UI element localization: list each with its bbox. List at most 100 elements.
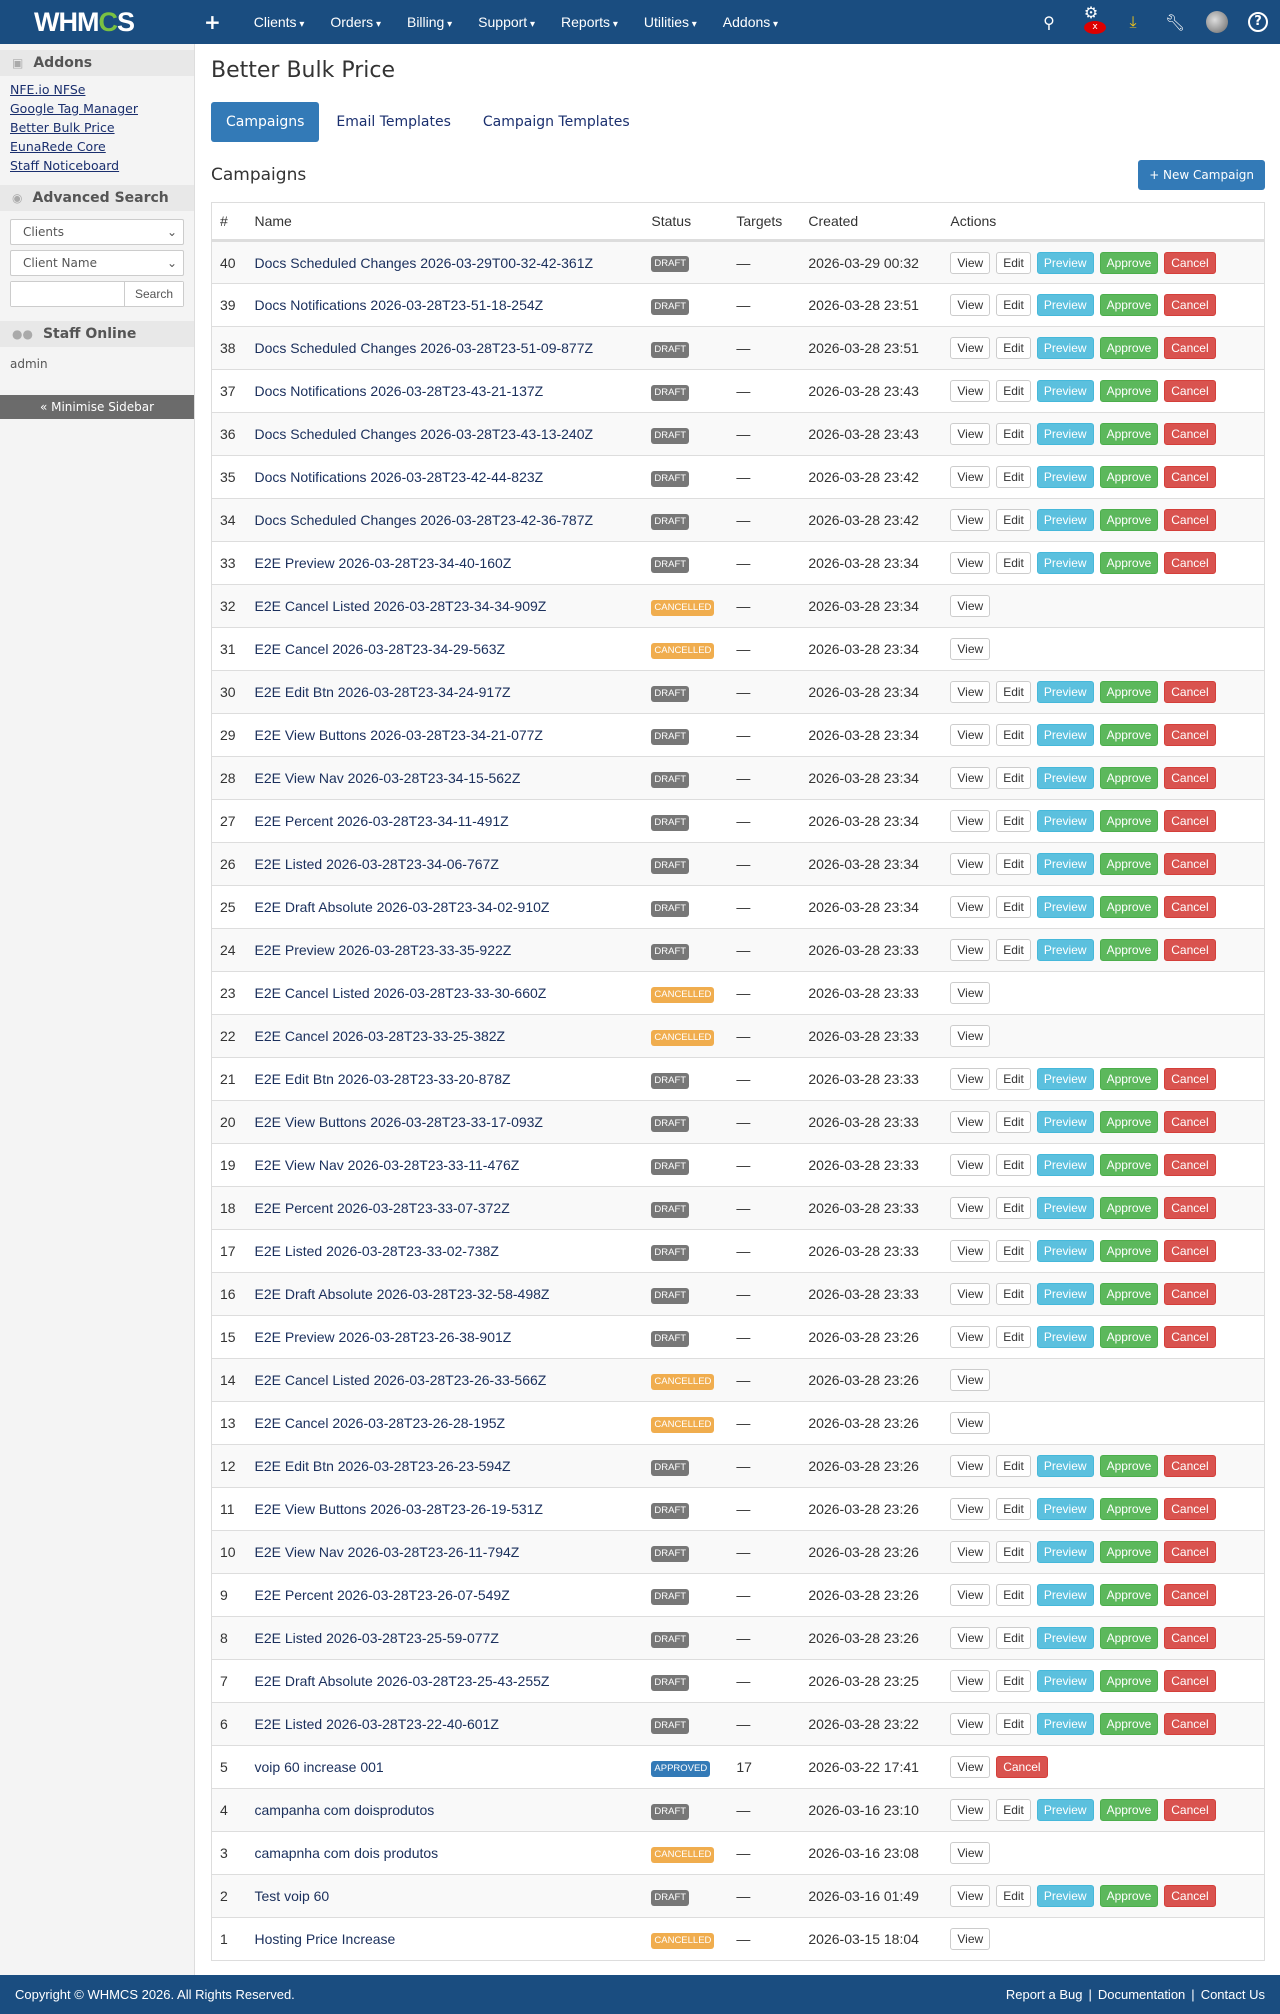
sidebar-addon-link[interactable]: Staff Noticeboard [10, 158, 120, 173]
approve-button[interactable]: Approve [1099, 1498, 1159, 1520]
cancel-button[interactable]: Cancel [1164, 1240, 1216, 1262]
edit-button[interactable]: Edit [996, 1799, 1031, 1821]
edit-button[interactable]: Edit [996, 251, 1031, 274]
preview-button[interactable]: Preview [1036, 337, 1094, 359]
approve-button[interactable]: Approve [1099, 896, 1159, 918]
cancel-button[interactable]: Cancel [1164, 1154, 1216, 1176]
view-button[interactable]: View [950, 1326, 991, 1348]
cancel-button[interactable]: Cancel [1164, 939, 1216, 961]
approve-button[interactable]: Approve [1099, 724, 1159, 746]
cancel-button[interactable]: Cancel [1164, 380, 1216, 402]
view-button[interactable]: View [950, 337, 991, 359]
edit-button[interactable]: Edit [996, 1197, 1031, 1219]
view-button[interactable]: View [950, 595, 991, 617]
wrench-icon[interactable]: 🔧︎ [1164, 12, 1186, 32]
new-campaign-button[interactable]: + New Campaign [1138, 160, 1265, 190]
edit-button[interactable]: Edit [996, 423, 1031, 445]
approve-button[interactable]: Approve [1099, 1670, 1159, 1692]
edit-button[interactable]: Edit [996, 1111, 1031, 1133]
cancel-button[interactable]: Cancel [1164, 466, 1216, 488]
search-icon[interactable]: ⚲ [1043, 12, 1055, 32]
approve-button[interactable]: Approve [1099, 380, 1159, 402]
preview-button[interactable]: Preview [1036, 294, 1094, 316]
cancel-button[interactable]: Cancel [996, 1756, 1048, 1778]
approve-button[interactable]: Approve [1099, 1584, 1159, 1606]
campaign-name-link[interactable]: Docs Scheduled Changes 2026-03-28T23-43-… [246, 412, 644, 456]
view-button[interactable]: View [950, 1541, 991, 1563]
view-button[interactable]: View [950, 1842, 991, 1864]
gears-icon[interactable]: ⚙x [1080, 3, 1106, 42]
cancel-button[interactable]: Cancel [1164, 1283, 1216, 1305]
approve-button[interactable]: Approve [1099, 681, 1159, 703]
campaign-name-link[interactable]: E2E Edit Btn 2026-03-28T23-33-20-878Z [246, 1057, 644, 1101]
approve-button[interactable]: Approve [1099, 423, 1159, 445]
plus-icon[interactable]: + [204, 10, 221, 34]
campaign-name-link[interactable]: Docs Notifications 2026-03-28T23-43-21-1… [246, 369, 644, 413]
cancel-button[interactable]: Cancel [1164, 423, 1216, 445]
campaign-name-link[interactable]: E2E Percent 2026-03-28T23-26-07-549Z [246, 1573, 644, 1617]
edit-button[interactable]: Edit [996, 896, 1031, 918]
view-button[interactable]: View [950, 853, 991, 875]
view-button[interactable]: View [950, 724, 991, 746]
view-button[interactable]: View [950, 638, 991, 660]
cancel-button[interactable]: Cancel [1164, 810, 1216, 832]
approve-button[interactable]: Approve [1099, 1713, 1159, 1735]
cancel-button[interactable]: Cancel [1164, 1713, 1216, 1735]
cancel-button[interactable]: Cancel [1164, 681, 1216, 703]
tab-campaigns[interactable]: Campaigns [211, 102, 320, 142]
edit-button[interactable]: Edit [996, 1455, 1031, 1477]
edit-button[interactable]: Edit [996, 509, 1031, 531]
campaign-name-link[interactable]: E2E Draft Absolute 2026-03-28T23-34-02-9… [246, 885, 644, 929]
campaign-name-link[interactable]: E2E Edit Btn 2026-03-28T23-26-23-594Z [246, 1444, 644, 1488]
approve-button[interactable]: Approve [1099, 1885, 1159, 1907]
campaign-name-link[interactable]: E2E Preview 2026-03-28T23-33-35-922Z [246, 928, 644, 972]
nav-menu-utilities[interactable]: Utilities [631, 14, 710, 30]
footer-link-documentation[interactable]: Documentation [1097, 1987, 1186, 2002]
view-button[interactable]: View [950, 380, 991, 402]
campaign-name-link[interactable]: E2E Listed 2026-03-28T23-34-06-767Z [246, 842, 644, 886]
nav-menu-addons[interactable]: Addons [710, 14, 791, 30]
edit-button[interactable]: Edit [996, 853, 1031, 875]
view-button[interactable]: View [950, 1670, 991, 1692]
preview-button[interactable]: Preview [1036, 724, 1094, 746]
edit-button[interactable]: Edit [996, 724, 1031, 746]
campaign-name-link[interactable]: voip 60 increase 001 [246, 1745, 644, 1789]
approve-button[interactable]: Approve [1099, 767, 1159, 789]
view-button[interactable]: View [950, 939, 991, 961]
campaign-name-link[interactable]: E2E Cancel Listed 2026-03-28T23-33-30-66… [246, 971, 644, 1015]
approve-button[interactable]: Approve [1099, 853, 1159, 875]
approve-button[interactable]: Approve [1099, 1627, 1159, 1649]
avatar[interactable] [1206, 11, 1228, 33]
cancel-button[interactable]: Cancel [1164, 251, 1216, 274]
preview-button[interactable]: Preview [1036, 1584, 1094, 1606]
view-button[interactable]: View [950, 1455, 991, 1477]
edit-button[interactable]: Edit [996, 466, 1031, 488]
view-button[interactable]: View [950, 1885, 991, 1907]
cancel-button[interactable]: Cancel [1164, 1197, 1216, 1219]
edit-button[interactable]: Edit [996, 380, 1031, 402]
edit-button[interactable]: Edit [996, 681, 1031, 703]
cancel-button[interactable]: Cancel [1164, 1584, 1216, 1606]
cancel-button[interactable]: Cancel [1164, 1498, 1216, 1520]
view-button[interactable]: View [950, 1154, 991, 1176]
edit-button[interactable]: Edit [996, 1541, 1031, 1563]
view-button[interactable]: View [950, 1713, 991, 1735]
campaign-name-link[interactable]: Hosting Price Increase [246, 1917, 644, 1961]
approve-button[interactable]: Approve [1099, 509, 1159, 531]
whmcs-logo[interactable]: WHMCS [34, 6, 135, 37]
sidebar-addon-link[interactable]: Google Tag Manager [10, 101, 138, 116]
preview-button[interactable]: Preview [1036, 1326, 1094, 1348]
view-button[interactable]: View [950, 294, 991, 316]
edit-button[interactable]: Edit [996, 939, 1031, 961]
campaign-name-link[interactable]: E2E Cancel 2026-03-28T23-26-28-195Z [246, 1401, 644, 1445]
view-button[interactable]: View [950, 423, 991, 445]
edit-button[interactable]: Edit [996, 810, 1031, 832]
campaign-name-link[interactable]: camapnha com dois produtos [246, 1831, 644, 1875]
view-button[interactable]: View [950, 982, 991, 1004]
campaign-name-link[interactable]: E2E View Buttons 2026-03-28T23-34-21-077… [246, 713, 644, 757]
cancel-button[interactable]: Cancel [1164, 1627, 1216, 1649]
view-button[interactable]: View [950, 509, 991, 531]
approve-button[interactable]: Approve [1099, 1197, 1159, 1219]
edit-button[interactable]: Edit [996, 1326, 1031, 1348]
cancel-button[interactable]: Cancel [1164, 1068, 1216, 1090]
